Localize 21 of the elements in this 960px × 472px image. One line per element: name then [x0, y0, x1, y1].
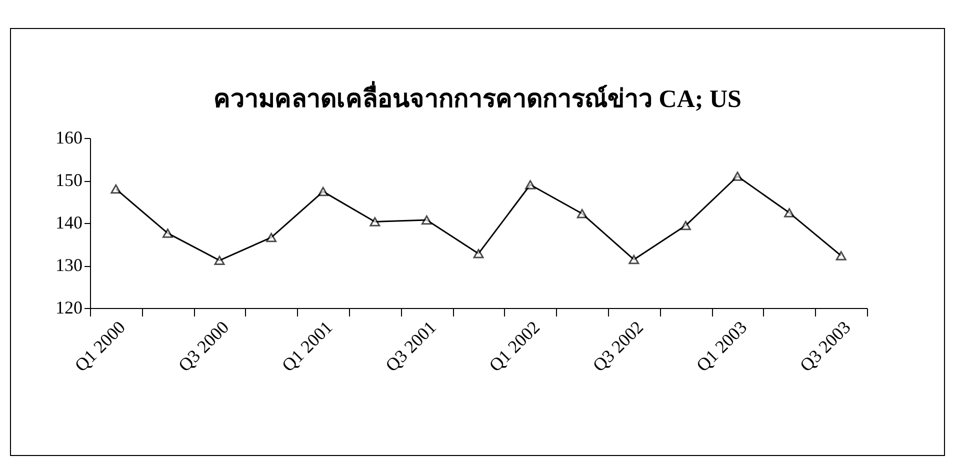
point — [525, 180, 536, 190]
point — [576, 209, 588, 218]
point — [732, 172, 743, 181]
y-tick-label: 160 — [56, 128, 82, 148]
point — [421, 215, 432, 225]
y-tick-label: 120 — [56, 298, 82, 318]
point — [473, 248, 484, 258]
y-tick-label: 140 — [56, 212, 82, 232]
point — [318, 186, 328, 196]
point — [266, 232, 277, 242]
point — [836, 251, 846, 260]
chart-title: ความคลาดเคลื่อนจากการคาดการณ์ข่าว CA; US — [212, 80, 742, 115]
y-tick-label: 150 — [56, 170, 82, 190]
point — [370, 217, 380, 226]
point — [784, 208, 795, 218]
y-tick-label: 130 — [56, 255, 82, 275]
point — [162, 228, 173, 238]
point — [680, 220, 691, 230]
point — [628, 254, 640, 264]
point — [214, 256, 225, 266]
point — [110, 184, 122, 194]
